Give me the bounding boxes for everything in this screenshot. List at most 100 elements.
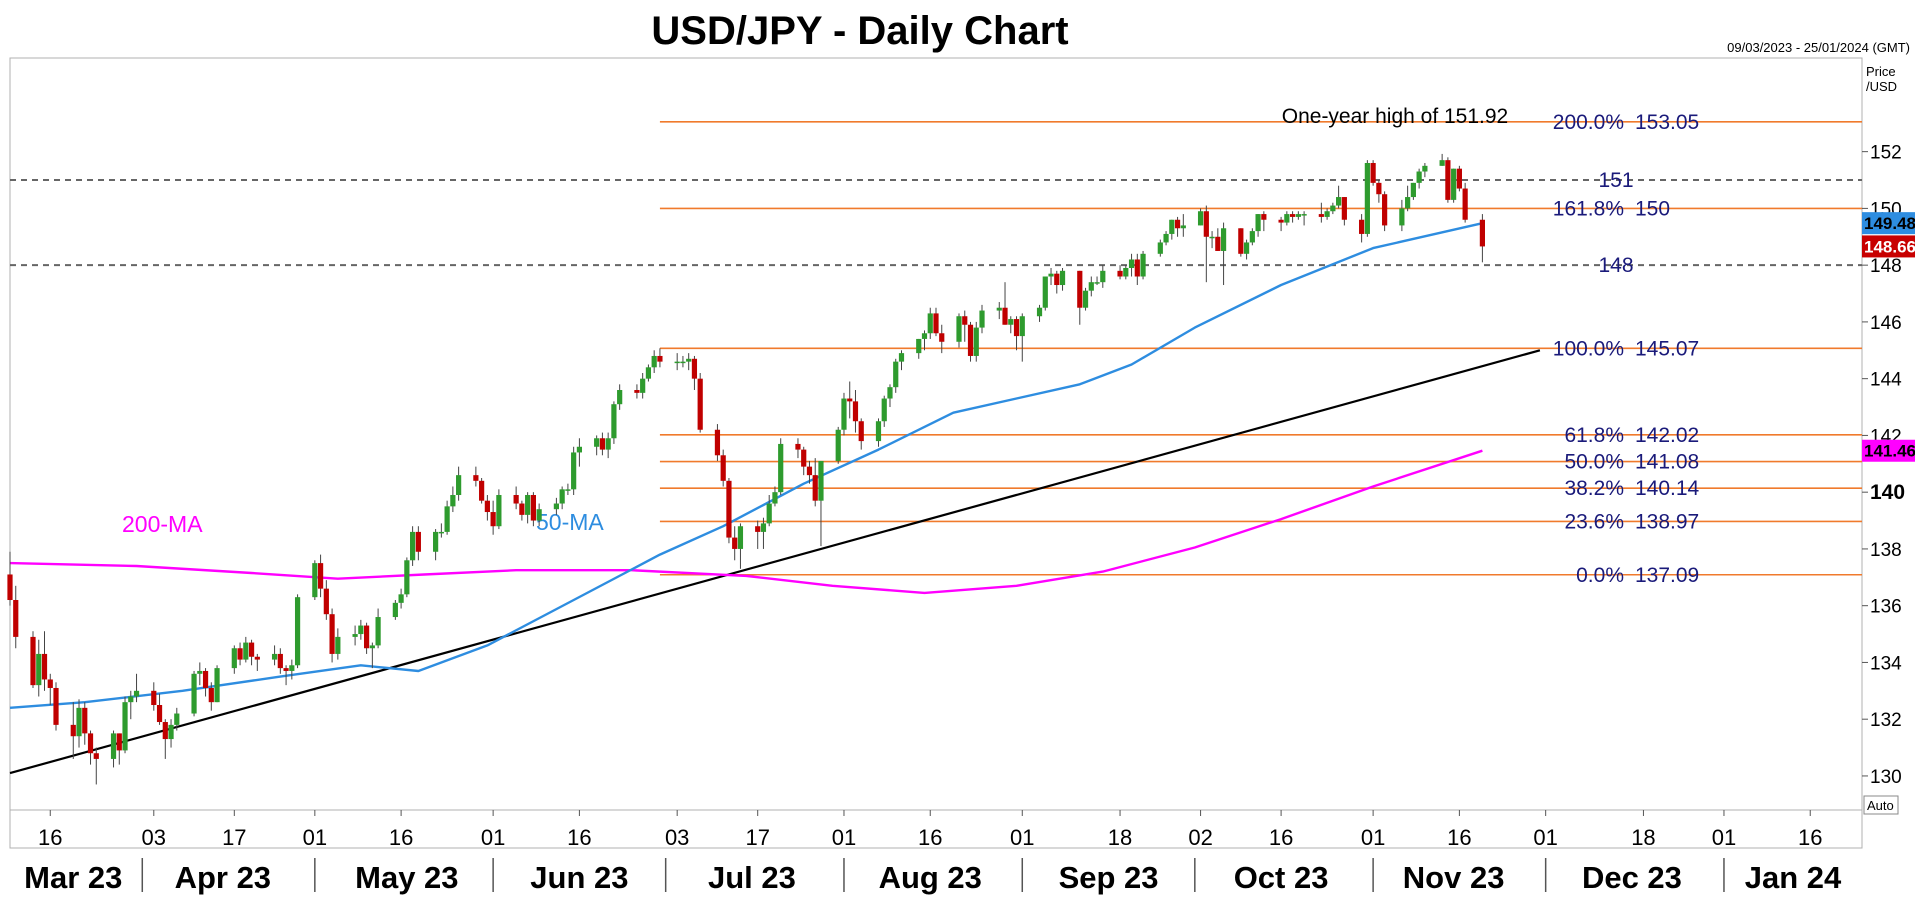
candle	[513, 486, 519, 510]
candle	[70, 702, 76, 759]
candle	[1370, 160, 1376, 186]
candle-body	[536, 509, 542, 521]
fib-value-label: 142.02	[1635, 424, 1699, 447]
y-tick-label: 146	[1870, 313, 1902, 334]
candle	[714, 424, 721, 461]
candle-body	[1318, 214, 1324, 217]
chart-title: USD/JPY - Daily Chart	[651, 9, 1068, 53]
candle-body	[1261, 214, 1267, 220]
candle	[254, 653, 260, 671]
x-tick-label: 01	[1533, 825, 1557, 850]
candle-body	[415, 531, 421, 552]
candle	[473, 466, 479, 487]
candle	[1249, 228, 1255, 246]
candle	[110, 730, 117, 768]
candle	[237, 642, 243, 666]
candle	[1295, 211, 1301, 220]
candle	[553, 497, 559, 515]
price-unit-text: Price	[1866, 64, 1896, 79]
candle	[484, 495, 490, 521]
candle-body	[1013, 319, 1020, 337]
candle	[450, 486, 456, 513]
candle	[599, 432, 606, 456]
candle	[1399, 199, 1405, 232]
candle	[634, 384, 640, 399]
month-label: Oct 23	[1234, 860, 1329, 895]
candle-body	[674, 361, 680, 364]
auto-scale-button[interactable]	[1863, 795, 1899, 815]
candle-body	[967, 324, 974, 356]
candle-body	[657, 355, 663, 362]
candle-body	[956, 316, 962, 342]
candle	[1284, 211, 1290, 226]
fib-value-label: 137.09	[1635, 564, 1699, 587]
candle	[1117, 265, 1123, 280]
candle-body	[116, 733, 122, 751]
candle	[93, 747, 99, 785]
candle-body	[1174, 219, 1181, 229]
trendline-layer	[9, 349, 1541, 775]
candle-body	[697, 378, 703, 430]
candle-body	[76, 707, 82, 737]
candle-body	[1422, 165, 1428, 172]
x-tick-label: 16	[918, 825, 942, 850]
candle	[760, 517, 767, 549]
auto-scale-label[interactable]: Auto	[1867, 798, 1894, 813]
candle-body	[737, 526, 744, 549]
candle-body	[1341, 197, 1347, 220]
candle-body	[1163, 233, 1169, 243]
candle-body	[1243, 242, 1250, 254]
candle	[806, 460, 813, 484]
candle	[133, 673, 140, 703]
candle-body	[363, 625, 370, 649]
fib-percent-label: 50.0%	[1564, 451, 1624, 474]
candle-body	[714, 429, 721, 456]
x-tick-label: 01	[1361, 825, 1385, 850]
x-tick-label: 16	[1269, 825, 1293, 850]
candle	[41, 631, 48, 691]
candle	[1255, 214, 1261, 237]
candle-body	[1410, 182, 1416, 198]
candle-body	[404, 560, 410, 595]
fib-percent-label: 23.6%	[1564, 510, 1624, 533]
candle-body	[605, 438, 611, 450]
candle-body	[191, 673, 197, 714]
candle	[415, 526, 421, 561]
candle	[1215, 228, 1221, 251]
candle	[1382, 191, 1388, 232]
y-tick-label: 138	[1870, 540, 1902, 561]
ma-line	[9, 449, 1483, 595]
candle-body	[294, 597, 301, 666]
month-label: May 23	[355, 860, 458, 895]
candle-body	[496, 495, 502, 527]
candle	[329, 608, 335, 663]
candle	[122, 696, 128, 754]
candle-body	[525, 495, 531, 515]
candle-body	[996, 307, 1002, 311]
candle-body	[1059, 270, 1066, 286]
candle-body	[1209, 236, 1215, 239]
candle-body	[732, 537, 738, 549]
candle	[162, 719, 168, 759]
candle-body	[1077, 270, 1083, 308]
candle	[1341, 197, 1347, 226]
candle-body	[973, 327, 979, 356]
candle-body	[352, 634, 358, 637]
candle	[231, 645, 237, 674]
candle	[1013, 316, 1020, 351]
candle	[496, 489, 502, 530]
x-tick-label: 03	[665, 825, 689, 850]
dashed-level-label: 148	[1598, 254, 1633, 277]
candle	[1094, 276, 1100, 286]
date-range-label: 09/03/2023 - 25/01/2024 (GMT)	[1727, 40, 1910, 55]
candle	[312, 560, 318, 601]
candle	[151, 682, 157, 711]
candle-body	[30, 636, 36, 686]
price-unit-text: /USD	[1866, 79, 1897, 94]
candle-body	[1249, 231, 1255, 243]
price-tag: 148.66	[1862, 235, 1915, 258]
candle-body	[1456, 168, 1462, 189]
candle-body	[893, 361, 899, 388]
x-tick-label: 01	[1010, 825, 1034, 850]
candle	[128, 690, 134, 720]
